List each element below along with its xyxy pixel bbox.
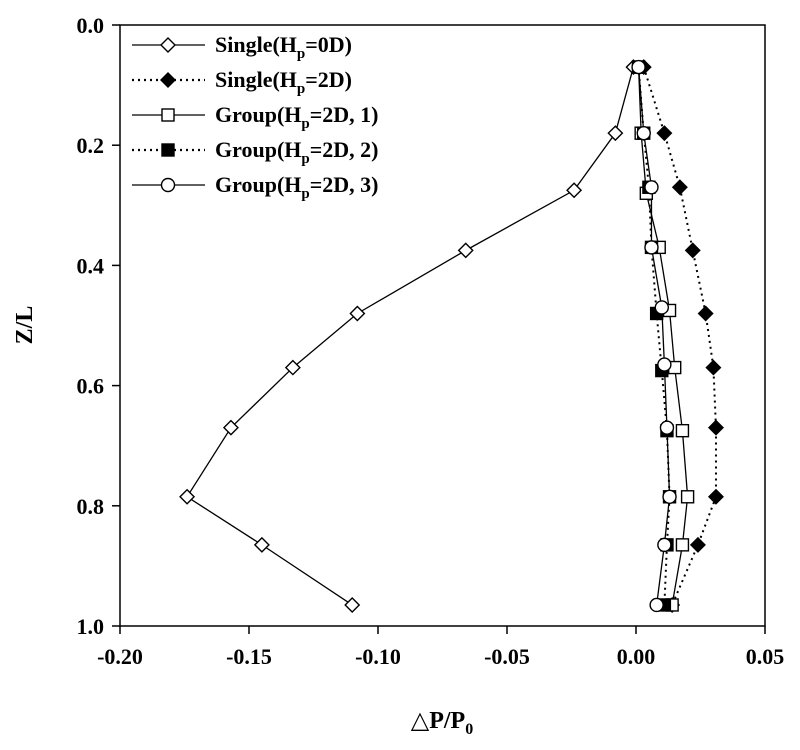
x-axis-title-subscript: 0 <box>465 721 473 738</box>
series-4-point-5 <box>657 357 672 372</box>
legend-label-4: Group(Hp=2D, 3) <box>215 172 378 202</box>
legend-label-0: Single(Hp=0D) <box>215 32 352 62</box>
series-4-point-2 <box>644 180 659 195</box>
legend-marker-1 <box>160 72 176 88</box>
y-tick-label-2: 0.4 <box>77 253 105 278</box>
series-0-point-7 <box>179 488 196 505</box>
series-0-point-8 <box>253 536 270 553</box>
x-tick-label-5: 0.05 <box>746 644 785 669</box>
series-1-point-2 <box>671 179 688 196</box>
series-line-4 <box>637 67 671 606</box>
series-1-point-4 <box>697 305 714 322</box>
series-4-point-4 <box>654 300 669 315</box>
y-tick-label-1: 0.2 <box>77 133 105 158</box>
series-1-point-1 <box>656 125 673 142</box>
x-tick-label-1: -0.15 <box>226 644 272 669</box>
series-0-point-2 <box>566 182 583 199</box>
legend-label-3: Group(Hp=2D, 2) <box>215 137 378 167</box>
series-4-point-7 <box>662 489 677 504</box>
series-1-point-7 <box>707 488 724 505</box>
series-line-0 <box>186 66 635 606</box>
series-4-point-1 <box>636 125 651 141</box>
y-axis-title: Z/L <box>12 306 38 345</box>
legend-label-2: Group(Hp=2D, 1) <box>215 102 378 132</box>
series-4-point-3 <box>644 240 659 255</box>
series-1-point-3 <box>684 242 701 259</box>
series-1-point-8 <box>689 536 706 553</box>
series-0-point-4 <box>349 305 366 322</box>
series-line-3 <box>637 66 671 606</box>
series-4-point-0 <box>631 59 646 75</box>
series-2-point-7 <box>680 490 695 504</box>
series-0-point-1 <box>607 125 624 142</box>
series-1-point-5 <box>705 359 722 376</box>
x-tick-label-0: -0.20 <box>97 644 143 669</box>
x-tick-label-4: 0.00 <box>617 644 656 669</box>
x-axis-title: △P/P0 <box>411 708 473 738</box>
series-0-point-5 <box>284 359 301 376</box>
series-line-1 <box>642 66 717 606</box>
series-0-point-9 <box>344 596 361 613</box>
series-4-point-8 <box>657 537 672 553</box>
series-line-2 <box>637 67 689 606</box>
series-2-point-8 <box>675 538 690 552</box>
plot-area-frame <box>119 24 766 627</box>
y-tick-label-3: 0.6 <box>77 374 105 399</box>
series-lines <box>186 66 717 606</box>
x-axis: -0.20 -0.15 -0.10 -0.05 0.00 0.05 <box>97 626 784 669</box>
x-tick-label-2: -0.10 <box>355 644 401 669</box>
y-axis: 0.0 0.2 0.4 0.6 0.8 1.0 <box>77 13 120 639</box>
series-markers <box>179 59 724 613</box>
series-0-point-3 <box>457 242 474 259</box>
y-tick-label-4: 0.8 <box>77 494 105 519</box>
series-4-point-6 <box>659 420 675 435</box>
series-2-point-6 <box>675 423 690 438</box>
y-tick-label-5: 1.0 <box>77 614 105 639</box>
series-4-point-9 <box>649 597 664 613</box>
y-tick-label-0: 0.0 <box>77 13 105 38</box>
legend-marker-2 <box>161 108 175 122</box>
legend: Single(Hp=0D) Single(Hp=2D) Group(Hp=2D, 1… <box>132 32 378 202</box>
series-1-point-6 <box>707 419 724 436</box>
legend-marker-0 <box>160 37 176 53</box>
legend-label-1: Single(Hp=2D) <box>215 67 352 97</box>
legend-marker-4 <box>160 177 176 193</box>
x-tick-label-3: -0.05 <box>484 644 530 669</box>
legend-marker-3 <box>161 143 175 157</box>
series-0-point-6 <box>222 419 239 436</box>
